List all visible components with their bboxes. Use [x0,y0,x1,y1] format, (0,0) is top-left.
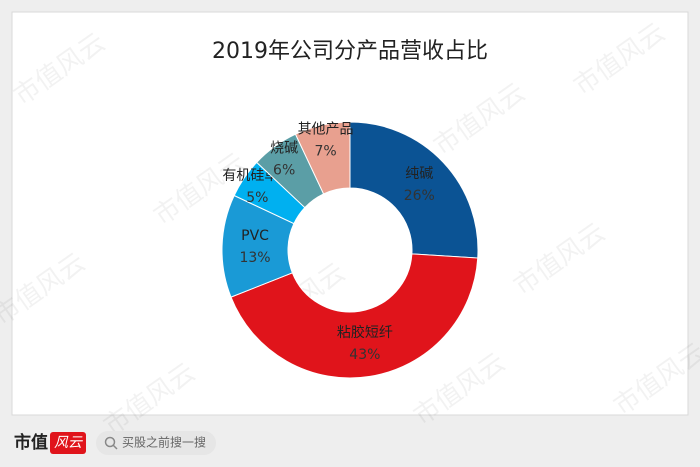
value-label: 5% [246,190,268,206]
chart-title: 2019年公司分产品营收占比 [212,39,488,64]
logo-main: 市值 [14,432,48,453]
value-label: 6% [273,162,295,178]
logo-script: 风云 [54,435,83,451]
value-label: 13% [239,250,270,266]
slice-label: PVC [241,228,269,244]
search-icon [104,436,116,448]
search-box[interactable] [96,431,216,455]
footer: 市值 风云 买股之前搜一搜 [14,431,216,455]
search-icon-handle [112,444,118,450]
slice [294,121,351,195]
logo-badge [50,432,86,454]
slice-label: 粘胶短纤 [337,324,393,341]
slice-label: 其他产品 [298,122,354,138]
value-label: 26% [404,188,435,204]
search-placeholder: 买股之前搜一搜 [122,435,206,450]
slice [349,121,479,259]
slice-label: 烧碱 [270,140,298,156]
value-label: 7% [314,144,336,160]
slice [230,253,479,379]
slice-label: 纯碱 [405,166,433,182]
value-label: 43% [349,347,380,363]
